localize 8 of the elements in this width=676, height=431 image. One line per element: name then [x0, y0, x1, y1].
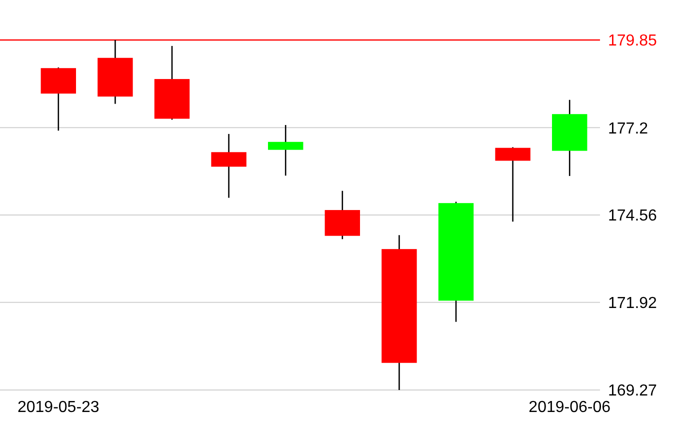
y-tick-label: 174.56: [608, 208, 658, 225]
ref-line-label: 179.85: [608, 32, 658, 50]
x-tick-label: 2019-06-06: [528, 399, 611, 416]
x-tick-label: 2019-05-23: [17, 399, 100, 416]
y-tick-label: 177.2: [608, 120, 648, 138]
y-tick-label: 171.92: [608, 294, 658, 312]
y-tick-label: 169.27: [608, 382, 658, 400]
candlestick: [268, 124, 304, 176]
